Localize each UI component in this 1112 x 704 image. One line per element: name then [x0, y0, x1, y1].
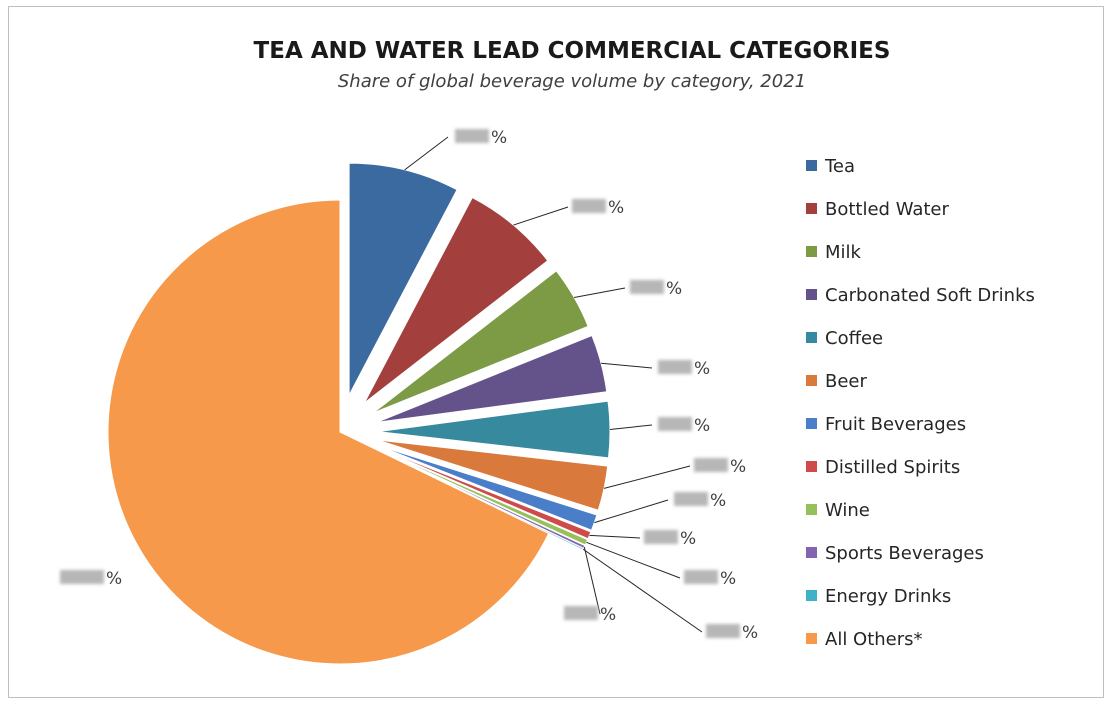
obscured-value-tea: [455, 129, 489, 143]
legend-label-bottled-water: Bottled Water: [825, 199, 950, 220]
data-label-fruit-beverages: %: [710, 491, 726, 511]
obscured-value-beer: [694, 458, 728, 472]
data-label-milk: %: [666, 279, 682, 299]
legend-swatch-distilled-spirits: [806, 461, 817, 472]
legend-swatch-coffee: [806, 332, 817, 343]
legend-swatch-tea: [806, 160, 817, 171]
pie-slices: [107, 162, 611, 665]
data-label-carbonated-soft-drinks: %: [694, 359, 710, 379]
legend-label-tea: Tea: [824, 156, 855, 177]
data-label-coffee: %: [694, 416, 710, 436]
data-label-wine: %: [720, 569, 736, 589]
legend-label-wine: Wine: [825, 500, 870, 521]
legend-swatch-wine: [806, 504, 817, 515]
leader-line-carbonated-soft-drinks: [601, 362, 653, 369]
legend-swatch-sports-beverages: [806, 547, 817, 558]
leader-line-coffee: [609, 424, 653, 430]
obscured-value-sports-beverages: [564, 606, 598, 620]
legend-swatch-milk: [806, 246, 817, 257]
pie-slice-tea: [348, 162, 458, 396]
pie-slice-carbonated-soft-drinks: [376, 334, 608, 423]
legend-swatch-energy-drinks: [806, 590, 817, 601]
data-labels: %%%%%%%%%%%%: [60, 128, 758, 643]
chart-subtitle: Share of global beverage volume by categ…: [338, 71, 806, 92]
data-label-energy-drinks: %: [742, 623, 758, 643]
obscured-value-distilled-spirits: [644, 530, 678, 544]
obscured-value-bottled-water: [572, 199, 606, 213]
obscured-value-fruit-beverages: [674, 492, 708, 506]
legend-swatch-all-others: [806, 633, 817, 644]
legend-label-coffee: Coffee: [825, 328, 883, 349]
leader-line-bottled-water: [513, 206, 569, 226]
pie-slice-coffee: [377, 400, 611, 459]
legend-label-carbonated-soft-drinks: Carbonated Soft Drinks: [825, 285, 1035, 306]
legend-label-sports-beverages: Sports Beverages: [825, 543, 984, 564]
pie-slice-all-others: [107, 199, 550, 665]
data-label-all-others: %: [106, 569, 122, 589]
legend-swatch-fruit-beverages: [806, 418, 817, 429]
pie-slice-distilled-spirits: [374, 446, 592, 540]
legend-label-distilled-spirits: Distilled Spirits: [825, 457, 960, 478]
leader-line-fruit-beverages: [594, 499, 669, 524]
obscured-value-wine: [684, 570, 718, 584]
chart-title: TEA AND WATER LEAD COMMERCIAL CATEGORIES: [254, 38, 891, 64]
legend-swatch-bottled-water: [806, 203, 817, 214]
legend-label-milk: Milk: [825, 242, 862, 263]
data-label-beer: %: [730, 457, 746, 477]
legend-swatch-beer: [806, 375, 817, 386]
obscured-value-all-others: [60, 570, 104, 584]
leader-lines: [404, 136, 703, 633]
leader-line-sports-beverages: [583, 546, 601, 615]
data-label-bottled-water: %: [608, 198, 624, 218]
leader-line-milk: [574, 287, 626, 298]
obscured-value-milk: [630, 280, 664, 294]
leader-line-distilled-spirits: [589, 534, 641, 539]
obscured-value-energy-drinks: [706, 624, 740, 638]
obscured-value-coffee: [658, 417, 692, 431]
legend-label-beer: Beer: [825, 371, 867, 392]
data-label-tea: %: [491, 128, 507, 148]
data-label-sports-beverages: %: [600, 605, 616, 625]
leader-line-energy-drinks: [582, 548, 703, 633]
legend-swatch-carbonated-soft-drinks: [806, 289, 817, 300]
legend-label-all-others: All Others*: [825, 629, 923, 650]
leader-line-tea: [404, 136, 449, 171]
leader-line-wine: [586, 541, 681, 579]
legend-label-fruit-beverages: Fruit Beverages: [825, 414, 966, 435]
legend: Tea Bottled Water Milk Carbonated Soft Drin…: [806, 156, 1035, 650]
data-label-distilled-spirits: %: [680, 529, 696, 549]
leader-line-beer: [603, 465, 691, 489]
obscured-value-carbonated-soft-drinks: [658, 360, 692, 374]
legend-label-energy-drinks: Energy Drinks: [825, 586, 951, 607]
